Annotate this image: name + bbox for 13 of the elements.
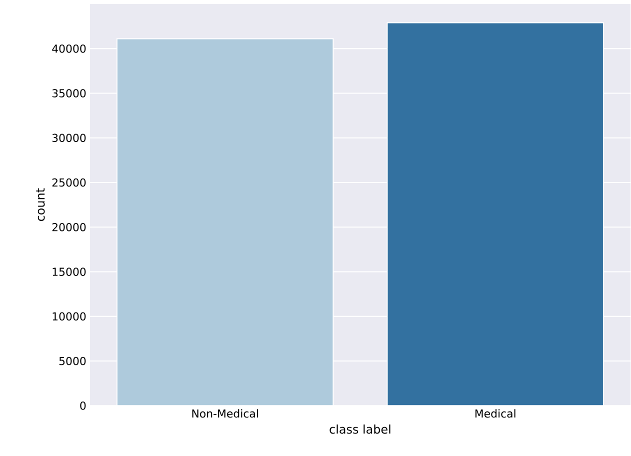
y-axis-title: count	[36, 188, 45, 222]
y-tick-label: 0	[80, 402, 86, 410]
x-axis-title: class label	[330, 424, 390, 434]
y-tick-label: 20000	[52, 223, 86, 232]
x-tick-label: Non-Medical	[192, 409, 258, 418]
y-tick-label: 30000	[52, 134, 86, 142]
y-tick-label: 25000	[52, 178, 86, 187]
y-tick-label: 5000	[59, 357, 86, 366]
x-tick-label: Medical	[475, 409, 516, 418]
y-tick-label: 40000	[52, 44, 86, 53]
y-tick-label: 10000	[52, 312, 86, 321]
y-tick-label: 35000	[52, 89, 86, 98]
y-tick-label: 15000	[52, 268, 86, 276]
